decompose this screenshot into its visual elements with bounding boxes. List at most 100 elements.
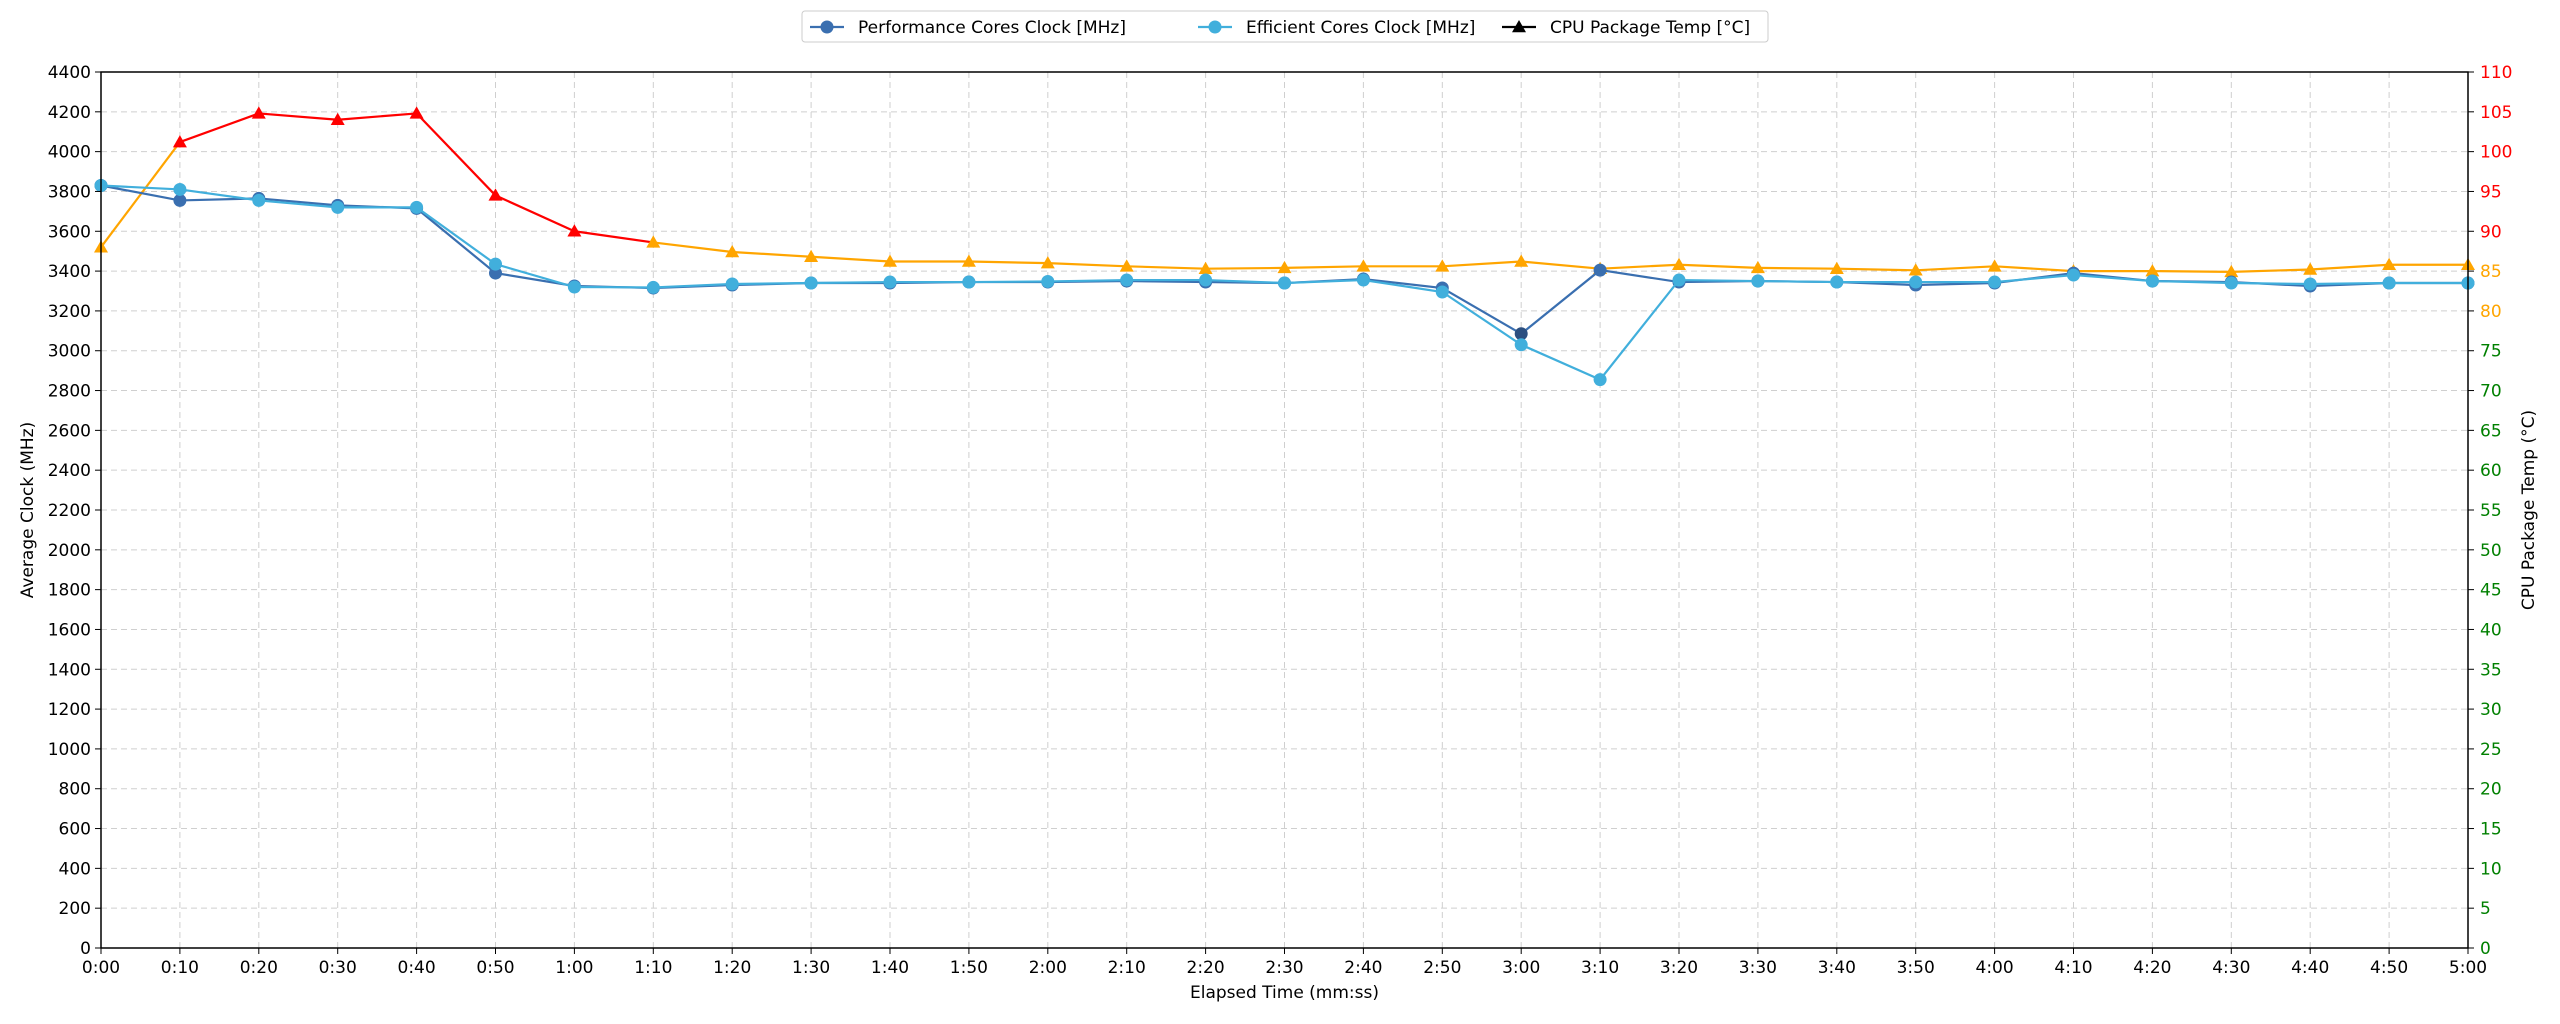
x-tick-label: 4:40 [2291, 958, 2329, 978]
temp-line-segment [2152, 269, 2232, 273]
x-tick-label: 2:10 [1108, 958, 1146, 978]
series-point [1909, 275, 1923, 289]
x-tick-label: 1:30 [792, 958, 830, 978]
temp-line-segment [1994, 265, 2074, 273]
y-axis-right: 0 5 10 15 20 25 30 35 40 45 50 55 60 65 70 75 80 85 90 95 10… [2468, 63, 2512, 959]
y2-tick-label: 45 [2480, 581, 2502, 601]
legend-box [801, 10, 1769, 43]
y-tick-label: 1000 [48, 740, 91, 760]
x-tick-label: 4:10 [2054, 958, 2092, 978]
y-tick-label: 0 [80, 939, 91, 959]
x-tick-label: 3:20 [1660, 958, 1698, 978]
y2-tick-label: 10 [2480, 859, 2502, 879]
y-axis-title: Average Clock (MHz) [18, 422, 38, 598]
x-tick-label: 3:50 [1897, 958, 1935, 978]
series-point [489, 257, 502, 271]
y2-tick-label: 105 [2480, 103, 2512, 123]
y2-tick-label: 30 [2480, 700, 2502, 720]
series-temp [94, 106, 2475, 278]
x-tick-label: 2:20 [1187, 958, 1225, 978]
temp-line-segment [1047, 262, 1127, 268]
temp-point [1119, 259, 1134, 272]
temp-point [1750, 260, 1765, 274]
y-tick-label: 4200 [48, 103, 91, 123]
x-tick-label: 4:30 [2212, 958, 2250, 978]
y-tick-label: 2600 [48, 421, 91, 441]
series-point [331, 200, 345, 214]
legend-label: Performance Cores Clock [MHz] [858, 18, 1126, 38]
y-tick-label: 3000 [48, 342, 91, 362]
series-point [804, 276, 818, 290]
y-tick-label: 3200 [48, 302, 91, 322]
temp-point [1829, 261, 1844, 274]
y2-tick-label: 60 [2480, 461, 2502, 481]
x-tick-label: 1:20 [713, 958, 751, 978]
y2-tick-label: 70 [2480, 382, 2502, 402]
temp-line-segment [258, 112, 338, 121]
temp-point [1987, 259, 2002, 272]
temp-point [1672, 257, 1686, 270]
temp-point [409, 106, 424, 119]
y-tick-label: 800 [59, 780, 91, 800]
x-tick-label: 2:30 [1265, 958, 1303, 978]
series-point [2382, 276, 2396, 290]
y2-tick-label: 40 [2480, 620, 2502, 640]
temp-line-segment [1600, 263, 1680, 270]
temp-point [1277, 260, 1292, 274]
x-tick-label: 3:30 [1739, 958, 1777, 978]
y2-tick-label: 5 [2480, 899, 2491, 919]
temp-line-segment [811, 255, 891, 263]
series-point [1830, 275, 1844, 289]
x-tick-label: 4:50 [2370, 958, 2408, 978]
series-layer [94, 106, 2475, 387]
y2-tick-label: 75 [2480, 342, 2502, 362]
series-point [1988, 275, 2002, 289]
temp-line-segment [653, 241, 733, 254]
y-tick-label: 2800 [48, 382, 91, 402]
y-tick-label: 2400 [48, 461, 91, 481]
series-efficient [94, 178, 2475, 387]
temp-line-segment [968, 260, 1048, 265]
x-tick-label: 1:40 [871, 958, 909, 978]
x-tick-label: 0:40 [398, 958, 436, 978]
series-point [1356, 273, 1370, 287]
temp-line-segment [2231, 268, 2311, 273]
temp-point [567, 224, 582, 237]
y2-tick-label: 110 [2480, 63, 2512, 83]
series-point [1514, 338, 1528, 352]
series-point [2145, 274, 2159, 288]
series-point [962, 275, 976, 289]
x-tick-label: 3:40 [1818, 958, 1856, 978]
y-tick-label: 4400 [48, 63, 91, 83]
x-axis-title: Elapsed Time (mm:ss) [1190, 983, 1379, 1003]
series-point [2067, 268, 2080, 282]
series-point [883, 275, 897, 289]
x-tick-label: 3:10 [1581, 958, 1619, 978]
y2-tick-label: 25 [2480, 740, 2502, 760]
y-axis-left: 0 200 400 600 800 1000 1200 1400 1600 1800 2000 220… [48, 63, 101, 959]
temp-point [646, 235, 661, 248]
series-point [1514, 327, 1528, 341]
y-tick-label: 400 [59, 859, 91, 879]
x-tick-label: 0:20 [240, 958, 278, 978]
y-tick-label: 600 [59, 820, 91, 840]
x-tick-label: 1:10 [634, 958, 672, 978]
temp-point [961, 254, 976, 267]
temp-point [2382, 257, 2397, 270]
legend: Performance Cores Clock [MHz] Efficient C… [801, 10, 1769, 43]
y2-axis-title: CPU Package Temp (°C) [2519, 410, 2539, 610]
y-tick-label: 1200 [48, 700, 91, 720]
temp-line-segment [1126, 265, 1206, 270]
y2-tick-label: 90 [2480, 222, 2502, 242]
series-point [1593, 263, 1607, 277]
legend-label: Efficient Cores Clock [MHz] [1246, 18, 1475, 38]
temp-point [2145, 264, 2160, 277]
temp-point [1514, 254, 1529, 267]
legend-label: CPU Package Temp [°C] [1550, 18, 1750, 38]
temp-line-segment [100, 141, 181, 248]
y-tick-label: 1800 [48, 581, 91, 601]
series-point [410, 200, 424, 214]
y-tick-label: 2000 [48, 541, 91, 561]
legend-swatch-marker [820, 20, 834, 34]
